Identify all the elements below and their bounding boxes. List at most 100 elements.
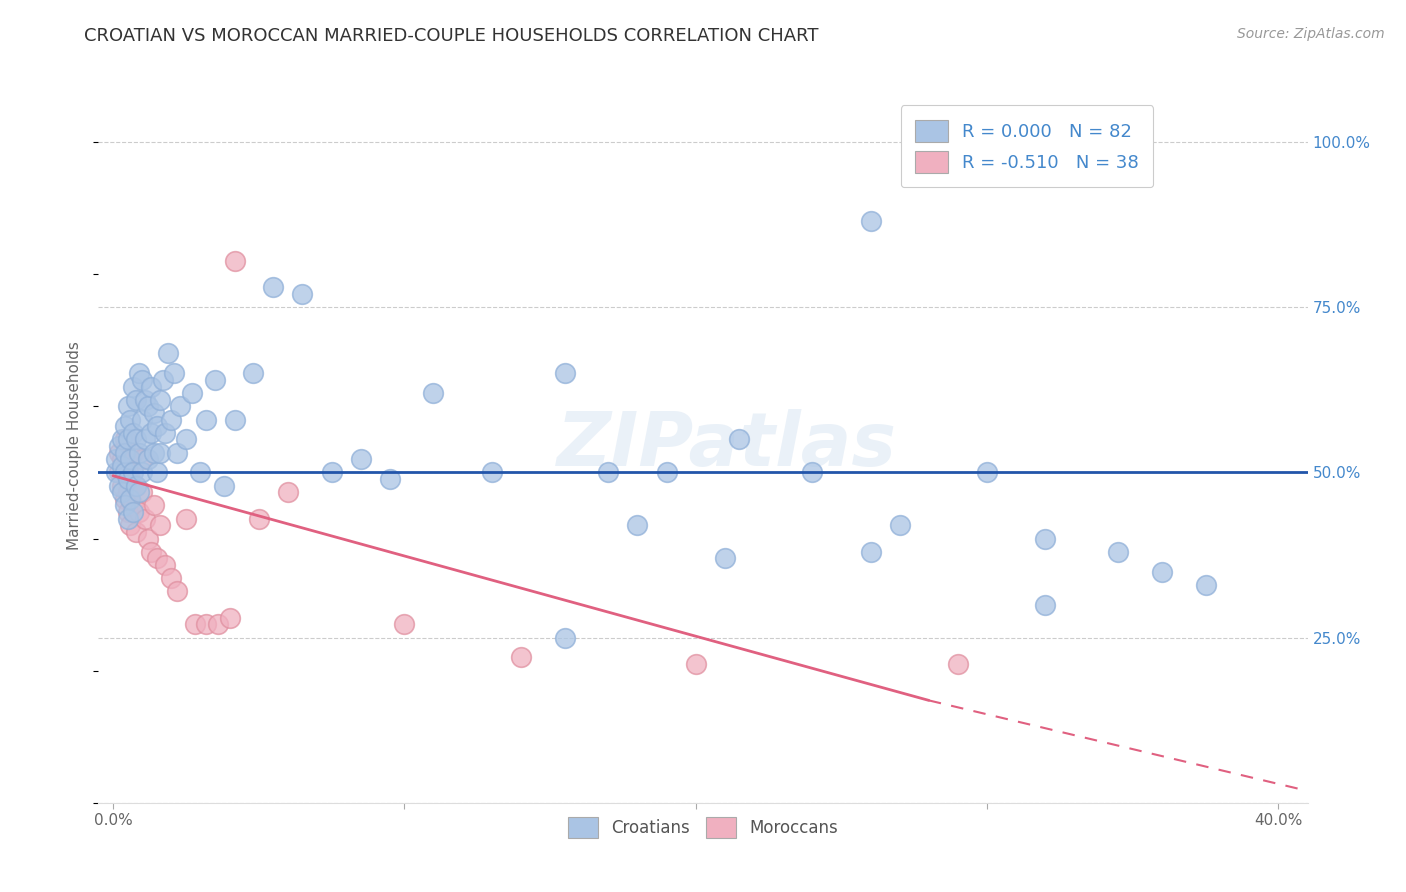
Point — [195, 412, 218, 426]
Point — [108, 466, 131, 480]
Point — [111, 485, 134, 500]
Point — [125, 478, 148, 492]
Point — [166, 584, 188, 599]
Text: CROATIAN VS MOROCCAN MARRIED-COUPLE HOUSEHOLDS CORRELATION CHART: CROATIAN VS MOROCCAN MARRIED-COUPLE HOUS… — [84, 27, 818, 45]
Point — [1194, 578, 1216, 592]
Point — [128, 505, 150, 519]
Point — [108, 445, 131, 459]
Point — [157, 346, 180, 360]
Point — [149, 518, 172, 533]
Point — [946, 657, 969, 671]
Point — [122, 379, 145, 393]
Point — [128, 485, 150, 500]
Point — [152, 373, 174, 387]
Point — [859, 214, 882, 228]
Point — [714, 551, 737, 566]
Point — [120, 452, 142, 467]
Point — [224, 254, 246, 268]
Point — [114, 445, 136, 459]
Point — [145, 419, 167, 434]
Point — [160, 571, 183, 585]
Point — [422, 386, 444, 401]
Point — [204, 373, 226, 387]
Point — [291, 287, 314, 301]
Point — [111, 433, 134, 447]
Point — [160, 412, 183, 426]
Point — [142, 406, 165, 420]
Point — [139, 379, 162, 393]
Point — [117, 505, 139, 519]
Point — [859, 545, 882, 559]
Point — [117, 466, 139, 480]
Point — [728, 433, 751, 447]
Point — [277, 485, 299, 500]
Point — [104, 452, 127, 467]
Point — [145, 551, 167, 566]
Y-axis label: Married-couple Households: Married-couple Households — [67, 342, 83, 550]
Point — [114, 499, 136, 513]
Point — [598, 466, 620, 480]
Point — [169, 400, 191, 414]
Point — [195, 617, 218, 632]
Point — [114, 491, 136, 506]
Point — [108, 439, 131, 453]
Point — [166, 445, 188, 459]
Point — [1150, 565, 1173, 579]
Point — [120, 472, 142, 486]
Point — [120, 412, 142, 426]
Point — [321, 466, 343, 480]
Point — [111, 452, 134, 467]
Point — [350, 452, 373, 467]
Point — [174, 511, 197, 525]
Point — [163, 367, 186, 381]
Point — [1033, 598, 1056, 612]
Point — [120, 491, 142, 506]
Point — [801, 466, 824, 480]
Point — [183, 617, 205, 632]
Point — [655, 466, 678, 480]
Point — [174, 433, 197, 447]
Point — [104, 466, 127, 480]
Point — [114, 433, 136, 447]
Point — [117, 400, 139, 414]
Point — [136, 452, 159, 467]
Point — [131, 466, 153, 480]
Point — [114, 419, 136, 434]
Point — [122, 466, 145, 480]
Point — [180, 386, 202, 401]
Point — [218, 611, 240, 625]
Point — [889, 518, 911, 533]
Point — [108, 478, 131, 492]
Point — [117, 485, 139, 500]
Point — [481, 466, 503, 480]
Point — [136, 400, 159, 414]
Point — [134, 392, 156, 407]
Point — [190, 466, 212, 480]
Point — [125, 478, 148, 492]
Point — [145, 466, 167, 480]
Point — [122, 445, 145, 459]
Point — [117, 433, 139, 447]
Point — [114, 466, 136, 480]
Point — [122, 505, 145, 519]
Point — [131, 452, 153, 467]
Point — [142, 499, 165, 513]
Point — [117, 472, 139, 486]
Point — [111, 478, 134, 492]
Point — [139, 425, 162, 440]
Point — [554, 367, 576, 381]
Point — [142, 445, 165, 459]
Point — [224, 412, 246, 426]
Point — [117, 511, 139, 525]
Point — [139, 545, 162, 559]
Point — [131, 412, 153, 426]
Point — [134, 511, 156, 525]
Point — [149, 445, 172, 459]
Point — [207, 617, 229, 632]
Point — [626, 518, 648, 533]
Point — [685, 657, 707, 671]
Point — [262, 280, 284, 294]
Point — [509, 650, 531, 665]
Text: ZIPatlas: ZIPatlas — [557, 409, 897, 483]
Point — [128, 367, 150, 381]
